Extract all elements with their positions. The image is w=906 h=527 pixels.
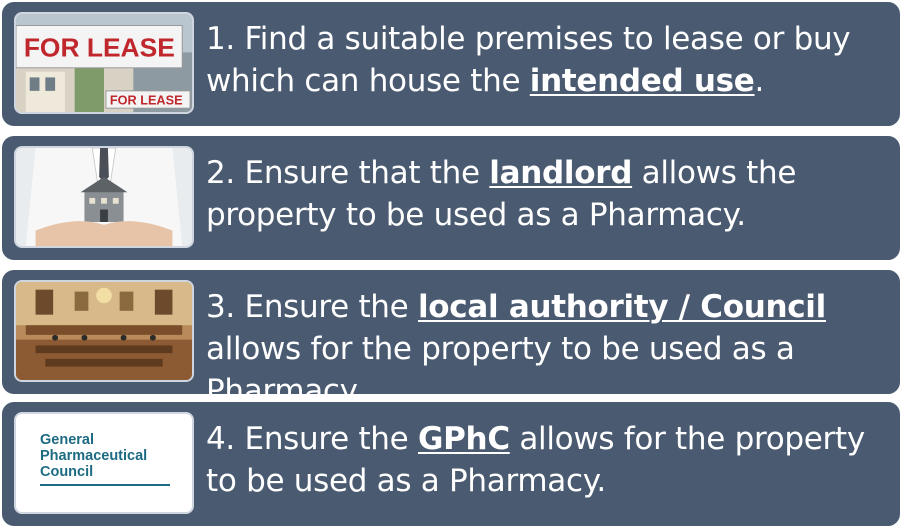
gphc-logo-image: General Pharmaceutical Council [14,412,194,514]
step-2-text-post: allows the property to be used as a Phar… [206,155,797,233]
logo-line-3: Council [40,464,94,480]
step-2-text: 2. Ensure that the landlord allows the p… [206,152,892,236]
step-1-text-pre: 1. Find a suitable premises to lease or … [206,21,851,99]
step-4-text: 4. Ensure the GPhC allows for the proper… [206,418,892,502]
step-4-keyword: GPhC [417,421,510,457]
step-card-2: 2. Ensure that the landlord allows the p… [2,136,900,260]
step-card-1: FOR LEASE FOR LEASE 1. Find a suitable p… [2,2,900,126]
for-lease-sign-image: FOR LEASE FOR LEASE [14,12,194,114]
council-chamber-image [14,280,194,382]
step-3-text-post: allows for the property to be used as a … [206,331,795,409]
step-card-3: 3. Ensure the local authority / Council … [2,270,900,409]
logo-line-1: General [40,432,94,448]
step-4-text-post: allows for the property to be used as a … [206,421,865,499]
hands-holding-house-image [14,146,194,248]
gphc-logo: General Pharmaceutical Council [40,432,147,480]
step-4-text-pre: 4. Ensure the [206,421,418,457]
step-3-text: 3. Ensure the local authority / Council … [206,286,892,412]
step-1-keyword: intended use [529,63,755,99]
sign-text: FOR LEASE [24,32,175,62]
logo-line-2: Pharmaceutical [40,448,148,464]
step-1-text-post: . [754,63,765,99]
step-3-text-pre: 3. Ensure the [206,289,418,325]
step-card-4: General Pharmaceutical Council 4. Ensure… [2,402,900,526]
step-3-keyword: local authority / Council [417,289,826,325]
small-sign-text: FOR LEASE [110,93,183,107]
step-2-keyword: landlord [489,155,633,191]
step-2-text-pre: 2. Ensure that the [206,155,490,191]
step-1-text: 1. Find a suitable premises to lease or … [206,18,892,102]
logo-underline [40,484,170,486]
